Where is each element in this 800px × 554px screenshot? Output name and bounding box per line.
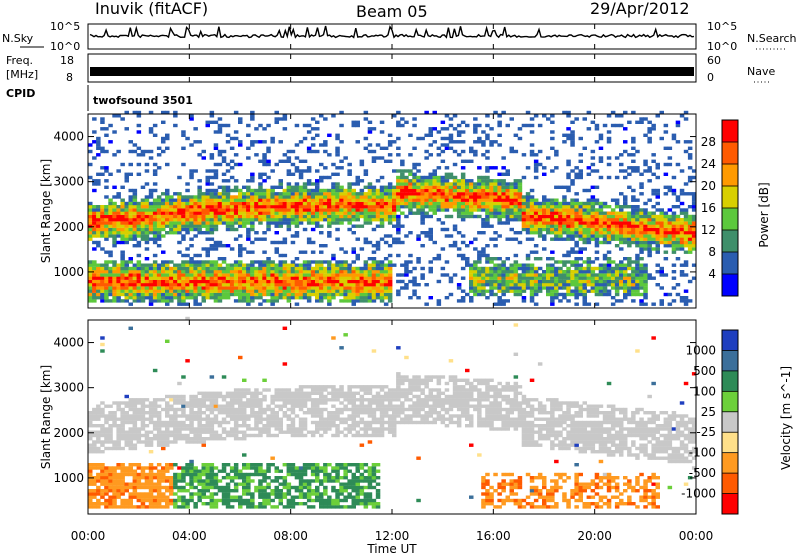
cpid-value: twofsound 3501	[93, 94, 193, 107]
y-tick-label: 4000	[53, 336, 84, 350]
time-axis: 00:00 04:00 08:00 12:00 16:00 20:00 00:00	[71, 24, 714, 543]
velocity-colorbar-tick: 100	[693, 384, 716, 398]
y-tick-label: 1000	[53, 265, 84, 279]
power-colorbar-tick: 8	[708, 245, 716, 259]
power-colorbar-swatch	[722, 120, 738, 143]
y-tick-label: 1000	[53, 471, 84, 485]
velocity-colorbar-swatch	[722, 493, 738, 515]
power-y-axis-label: Slant Range [km]	[39, 159, 53, 263]
power-colorbar-swatch	[722, 274, 738, 297]
nsearch-tick-bottom: 10^0	[707, 40, 737, 53]
freq-tick-bottom: 8	[66, 71, 73, 84]
power-colorbar-tick: 24	[701, 157, 716, 171]
nave-label: Nave	[747, 65, 775, 78]
freq-unit-label: [MHz]	[6, 68, 38, 81]
nsky-panel: N.Sky 10^5 10^0 10^5 10^0 N.Search	[2, 20, 797, 53]
velocity-colorbar: 1000 500 100 25 -25 -100 -500 -1000	[681, 329, 739, 515]
power-colorbar-swatch	[722, 142, 738, 165]
freq-panel: Freq. [MHz] 18 8 60 0 Nave	[6, 53, 775, 84]
power-colorbar-tick: 16	[701, 201, 716, 215]
power-colorbar-swatch	[722, 186, 738, 209]
nsky-tick-bottom: 10^0	[50, 40, 80, 53]
velocity-colorbar-tick: -500	[689, 466, 716, 480]
x-tick-label: 08:00	[273, 529, 308, 543]
nave-tick-bottom: 0	[707, 71, 714, 84]
cpid-label: CPID	[6, 87, 35, 100]
power-colorbar-label: Power [dB]	[757, 182, 771, 247]
power-colorbar-tick: 4	[708, 267, 716, 281]
beam-title: Beam 05	[356, 2, 428, 21]
velocity-colorbar-tick: 25	[701, 405, 716, 419]
y-tick-label: 3000	[53, 175, 84, 189]
nsky-label: N.Sky	[2, 32, 34, 45]
velocity-colorbar-tick: -100	[689, 446, 716, 460]
y-tick-label: 4000	[53, 130, 84, 144]
y-tick-label: 3000	[53, 381, 84, 395]
power-colorbar-tick: 20	[701, 179, 716, 193]
date-title: 29/Apr/2012	[590, 0, 690, 18]
y-tick-label: 2000	[53, 426, 84, 440]
velocity-colorbar-swatch	[722, 350, 738, 372]
freq-label: Freq.	[6, 54, 33, 67]
station-title: Inuvik (fitACF)	[95, 0, 208, 18]
x-axis-label: Time UT	[366, 542, 417, 554]
power-colorbar: 4 8 12 16 20 24 28	[701, 119, 739, 297]
power-colorbar-tick: 12	[701, 223, 716, 237]
velocity-colorbar-swatch	[722, 370, 738, 392]
power-colorbar-swatch	[722, 252, 738, 275]
freq-tick-top: 18	[60, 54, 74, 67]
x-tick-label: 20:00	[577, 529, 612, 543]
velocity-colorbar-tick: 500	[693, 364, 716, 378]
velocity-colorbar-swatch	[722, 452, 738, 474]
nsearch-tick-top: 10^5	[707, 20, 737, 33]
velocity-colorbar-tick: -25	[696, 425, 716, 439]
x-tick-label: 00:00	[679, 529, 714, 543]
nsky-tick-top: 10^5	[50, 20, 80, 33]
velocity-colorbar-swatch	[722, 411, 738, 433]
x-tick-label: 04:00	[172, 529, 207, 543]
power-colorbar-swatch	[722, 164, 738, 187]
velocity-y-axis-label: Slant Range [km]	[39, 365, 53, 469]
velocity-colorbar-tick: -1000	[681, 487, 716, 501]
power-heatmap-panel: 1000 2000 3000 4000 Slant Range [km]	[39, 110, 697, 309]
velocity-heatmap-panel: 1000 2000 3000 4000 Slant Range [km]	[39, 316, 697, 515]
velocity-colorbar-swatch	[722, 391, 738, 412]
power-colorbar-swatch	[722, 230, 738, 253]
power-colorbar-tick: 28	[701, 135, 716, 149]
velocity-colorbar-label: Velocity [m s^-1]	[779, 366, 793, 470]
x-tick-label: 12:00	[375, 529, 410, 543]
cpid-panel: CPID twofsound 3501	[6, 85, 193, 111]
velocity-colorbar-tick: 1000	[685, 343, 716, 357]
velocity-colorbar-swatch	[722, 432, 738, 453]
x-tick-label: 16:00	[476, 529, 511, 543]
x-tick-label: 00:00	[71, 529, 106, 543]
power-colorbar-swatch	[722, 208, 738, 231]
velocity-colorbar-swatch	[722, 473, 738, 494]
nave-tick-top: 60	[707, 54, 721, 67]
nsearch-label: N.Search	[747, 32, 797, 45]
velocity-colorbar-swatch	[722, 330, 738, 351]
y-tick-label: 2000	[53, 220, 84, 234]
